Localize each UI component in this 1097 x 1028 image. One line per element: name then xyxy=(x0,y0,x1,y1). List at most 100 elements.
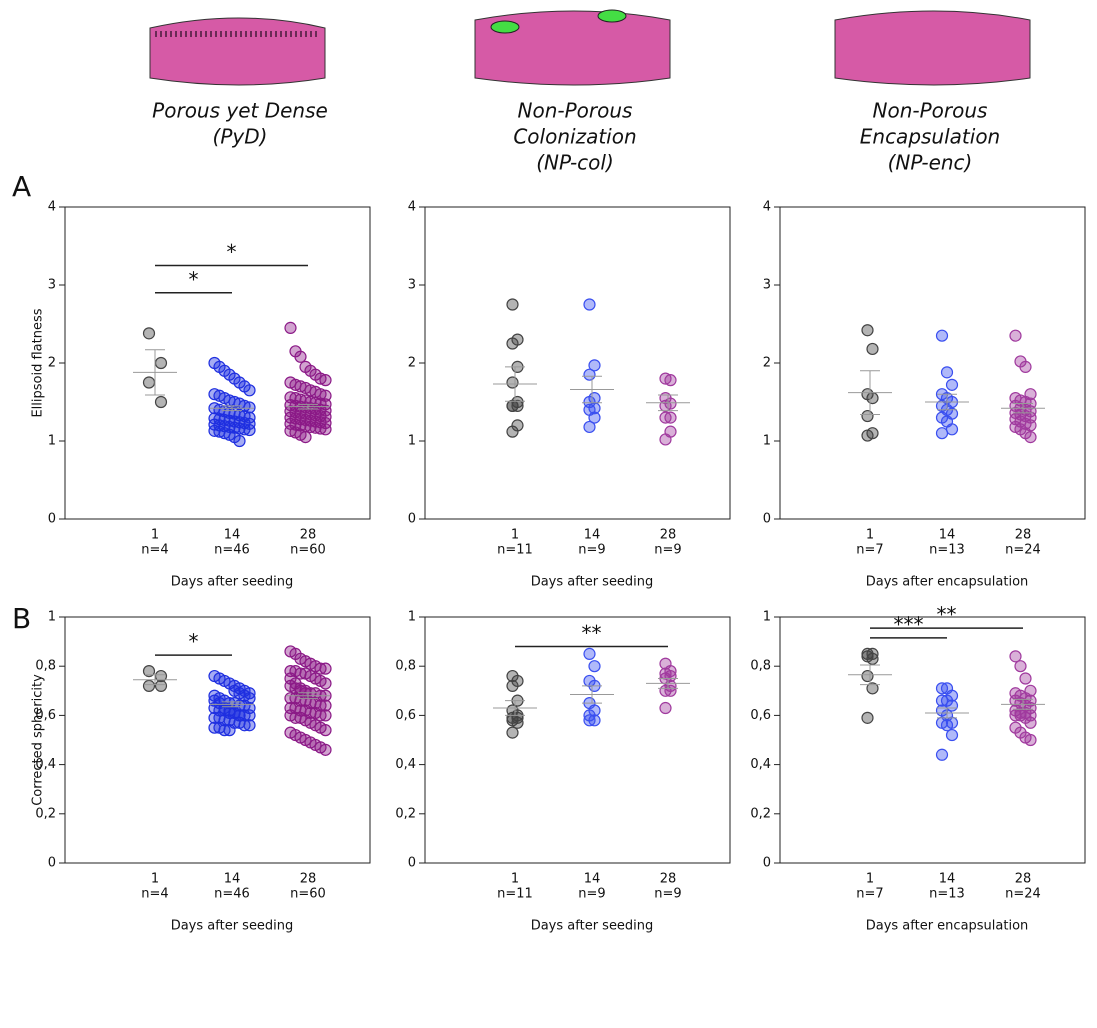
x-tick-label: 14 xyxy=(584,528,601,543)
data-point xyxy=(319,677,332,690)
data-point xyxy=(583,714,596,727)
data-point xyxy=(588,359,601,372)
y-tick-label: 0,8 xyxy=(35,659,56,674)
data-point xyxy=(866,652,879,665)
data-point xyxy=(866,342,879,356)
panel-label: A xyxy=(12,170,31,203)
n-label: n=9 xyxy=(654,887,681,902)
y-tick-label: 0 xyxy=(48,512,56,527)
n-label: n=7 xyxy=(856,887,883,902)
data-point xyxy=(940,719,954,732)
significance-label: *** xyxy=(894,612,924,636)
data-point xyxy=(243,423,256,437)
data-point xyxy=(1024,733,1037,747)
y-tick-label: 4 xyxy=(408,200,416,215)
scaffold-title: (NP-enc) xyxy=(888,151,973,175)
data-point xyxy=(142,679,156,692)
n-label: n=46 xyxy=(214,543,250,558)
scaffold-title: Porous yet Dense xyxy=(152,99,328,123)
data-point xyxy=(935,748,949,761)
data-point xyxy=(284,321,297,334)
data-point xyxy=(583,298,596,311)
significance-label: ** xyxy=(937,603,957,627)
data-point xyxy=(945,378,959,391)
y-tick-label: 1 xyxy=(408,434,416,449)
y-tick-label: 2 xyxy=(408,356,416,371)
plot-frame xyxy=(779,616,1086,864)
scaffold-title: Non-Porous xyxy=(873,99,988,123)
x-tick-label: 28 xyxy=(1015,872,1032,887)
n-label: n=7 xyxy=(856,543,883,558)
data-point xyxy=(506,726,519,739)
y-axis-label: Corrected sphericity xyxy=(31,674,46,806)
data-point xyxy=(1024,431,1037,444)
data-point xyxy=(866,682,879,695)
n-label: n=9 xyxy=(578,887,605,902)
data-point xyxy=(511,716,524,729)
data-point xyxy=(664,684,677,697)
plot-frame xyxy=(424,616,731,864)
n-label: n=24 xyxy=(1005,543,1041,558)
data-point xyxy=(154,395,168,409)
data-point xyxy=(319,699,332,712)
y-tick-label: 0 xyxy=(763,512,771,527)
y-tick-label: 0,4 xyxy=(35,757,56,772)
npcol-icon xyxy=(474,10,671,86)
data-point xyxy=(142,665,156,678)
y-tick-label: 0 xyxy=(48,856,56,871)
y-tick-label: 4 xyxy=(763,200,771,215)
x-tick-label: 1 xyxy=(151,872,159,887)
scaffold-title: Non-Porous xyxy=(518,99,633,123)
x-tick-label: 28 xyxy=(660,528,677,543)
significance-label: * xyxy=(189,267,199,291)
scaffold-title: Encapsulation xyxy=(860,125,1000,149)
y-tick-label: 1 xyxy=(408,610,416,625)
data-point xyxy=(588,411,601,424)
y-axis-label: Ellipsoid flatness xyxy=(31,308,46,417)
y-tick-label: 1 xyxy=(48,434,56,449)
data-point xyxy=(659,399,672,412)
y-tick-label: 0,6 xyxy=(395,708,416,723)
significance-label: * xyxy=(189,630,199,654)
n-label: n=60 xyxy=(290,543,326,558)
x-tick-label: 28 xyxy=(1015,528,1032,543)
x-tick-label: 1 xyxy=(511,528,519,543)
scaffold-title: Colonization xyxy=(513,125,636,149)
x-axis-label: Days after seeding xyxy=(171,919,294,934)
data-point xyxy=(142,327,156,340)
data-point xyxy=(319,709,332,722)
data-point xyxy=(861,324,874,337)
data-point xyxy=(935,329,949,342)
y-tick-label: 0,2 xyxy=(395,806,416,821)
data-point xyxy=(319,724,332,737)
data-point xyxy=(506,679,519,692)
data-point xyxy=(243,709,256,722)
data-point xyxy=(583,647,596,661)
data-point xyxy=(243,384,256,397)
data-point xyxy=(583,420,596,434)
data-point xyxy=(861,669,874,683)
n-label: n=24 xyxy=(1005,887,1041,902)
data-point xyxy=(142,376,156,389)
n-label: n=46 xyxy=(214,887,250,902)
x-axis-label: Days after encapsulation xyxy=(866,919,1029,934)
significance-label: * xyxy=(227,240,237,264)
data-point xyxy=(506,425,519,438)
data-point xyxy=(664,374,677,387)
x-tick-label: 1 xyxy=(511,872,519,887)
data-point xyxy=(1014,660,1027,673)
data-point xyxy=(1019,672,1032,685)
y-tick-label: 3 xyxy=(408,278,416,293)
x-tick-label: 1 xyxy=(866,528,874,543)
x-tick-label: 1 xyxy=(151,528,159,543)
x-tick-label: 14 xyxy=(584,872,601,887)
data-point xyxy=(861,429,874,442)
y-tick-label: 0,8 xyxy=(395,659,416,674)
x-tick-label: 14 xyxy=(939,528,956,543)
data-point xyxy=(299,431,312,444)
data-point xyxy=(506,298,519,311)
data-point xyxy=(319,423,332,436)
x-tick-label: 28 xyxy=(300,872,317,887)
data-point xyxy=(1009,650,1022,663)
data-point xyxy=(233,709,246,722)
